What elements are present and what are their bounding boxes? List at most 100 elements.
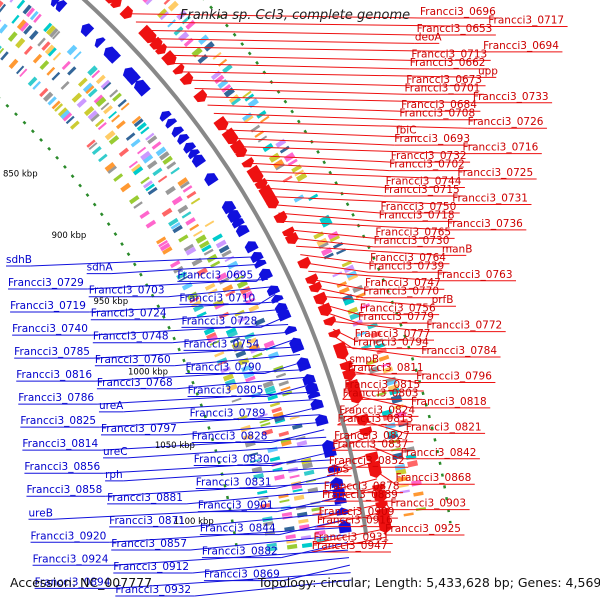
feature-block [289,474,300,479]
reverse-leader-line [97,391,314,405]
feature-block [253,472,264,480]
feature-block [245,297,256,305]
reverse-leader-line [30,256,257,267]
feature-block [118,147,129,157]
forward-gene-label: Francci3_0777 [355,328,431,340]
feature-block [225,327,237,336]
forward-leader-line [300,254,371,265]
feature-block [29,30,39,41]
gene-labels: Francci3_0696Francci3_0717Francci3_0653d… [6,6,564,596]
feature-block [19,21,30,32]
reverse-gene-label: Francci3_0816 [16,369,92,381]
reverse-gene-arrow [107,50,121,64]
feature-block [171,195,183,206]
reverse-gene-label: Francci3_0754 [184,338,260,350]
feature-block [252,352,263,359]
feature-block [263,340,275,349]
feature-block [218,311,230,319]
feature-block [215,239,227,249]
feature-block [275,372,287,379]
feature-block [103,105,113,115]
feature-block [279,145,290,154]
forward-gene-label: prfB [432,294,454,306]
feature-block [390,394,402,402]
reverse-leader-line [186,489,339,505]
feature-block [291,423,303,430]
feature-block [280,386,291,392]
feature-block [374,342,386,350]
feature-block [47,47,57,57]
forward-gene-label: manB [442,243,473,255]
forward-leader-line [287,229,376,239]
feature-block [0,47,5,54]
feature-block [287,158,298,167]
forward-leader-line [363,420,406,434]
feature-block [292,488,303,493]
feature-block [291,484,303,490]
feature-block [225,290,236,297]
feature-block [60,81,70,90]
reverse-gene-label: Francci3_0748 [93,331,169,343]
feature-block [16,65,25,75]
reverse-gene-arrow [274,302,288,314]
feature-block [137,146,147,155]
feature-block [111,114,121,123]
feature-block [248,452,259,457]
feature-block [220,366,231,374]
forward-gene-label: Francci3_0827 [334,430,410,442]
feature-block [251,466,263,474]
feature-block [258,496,269,501]
feature-block [176,9,188,21]
forward-leader-line [207,104,402,112]
forward-gene-label: Francci3_0730 [374,235,450,247]
forward-gene-label: Francci3_0903 [390,498,466,510]
forward-gene-label: Francci3_0765 [375,226,451,238]
feature-block [267,446,278,454]
feature-block [203,41,215,52]
feature-block [128,160,138,169]
feature-block [271,406,283,414]
forward-gene-arrow [143,30,157,44]
forward-gene-label: Francci3_0736 [447,218,523,230]
forward-leader-line [369,445,401,460]
feature-block [178,275,189,283]
feature-block [376,391,387,397]
feature-block [229,337,241,344]
feature-block [140,126,150,135]
feature-block [217,58,228,67]
feature-block [248,304,260,313]
feature-block [161,207,173,217]
feature-block [254,317,266,326]
forward-leader-line [296,245,442,256]
forward-gene-label: smpB [350,354,380,366]
feature-block [145,183,155,192]
forward-gene-label: Francci3_0878 [324,481,400,493]
forward-leader-line [316,511,384,528]
forward-gene-arrow [365,451,379,463]
feature-block [260,115,270,123]
reverse-leader-line [95,369,306,382]
feature-block [191,257,203,267]
feature-block [0,23,8,34]
forward-leader-line [278,212,379,222]
feature-block [165,185,176,196]
forward-gene-label: Francci3_0837 [332,438,408,450]
forward-leader-line [151,38,415,44]
feature-block [327,230,339,240]
reverse-gene-label: ureB [29,507,53,519]
feature-block [60,109,71,120]
feature-block [329,235,340,243]
feature-block [133,118,144,128]
feature-block [227,330,238,339]
forward-gene-arrow [149,36,163,50]
feature-block [395,468,407,476]
kbp-tick-label: 850 kbp [3,170,38,180]
reverse-gene-arrow [171,126,185,138]
feature-block [239,285,251,295]
forward-leader-line [273,204,381,214]
kbp-tick-label: 1100 kbp [174,517,214,527]
forward-gene-label: Francci3_0731 [452,192,528,204]
feature-block [167,0,179,12]
reverse-gene-arrow [94,37,106,49]
